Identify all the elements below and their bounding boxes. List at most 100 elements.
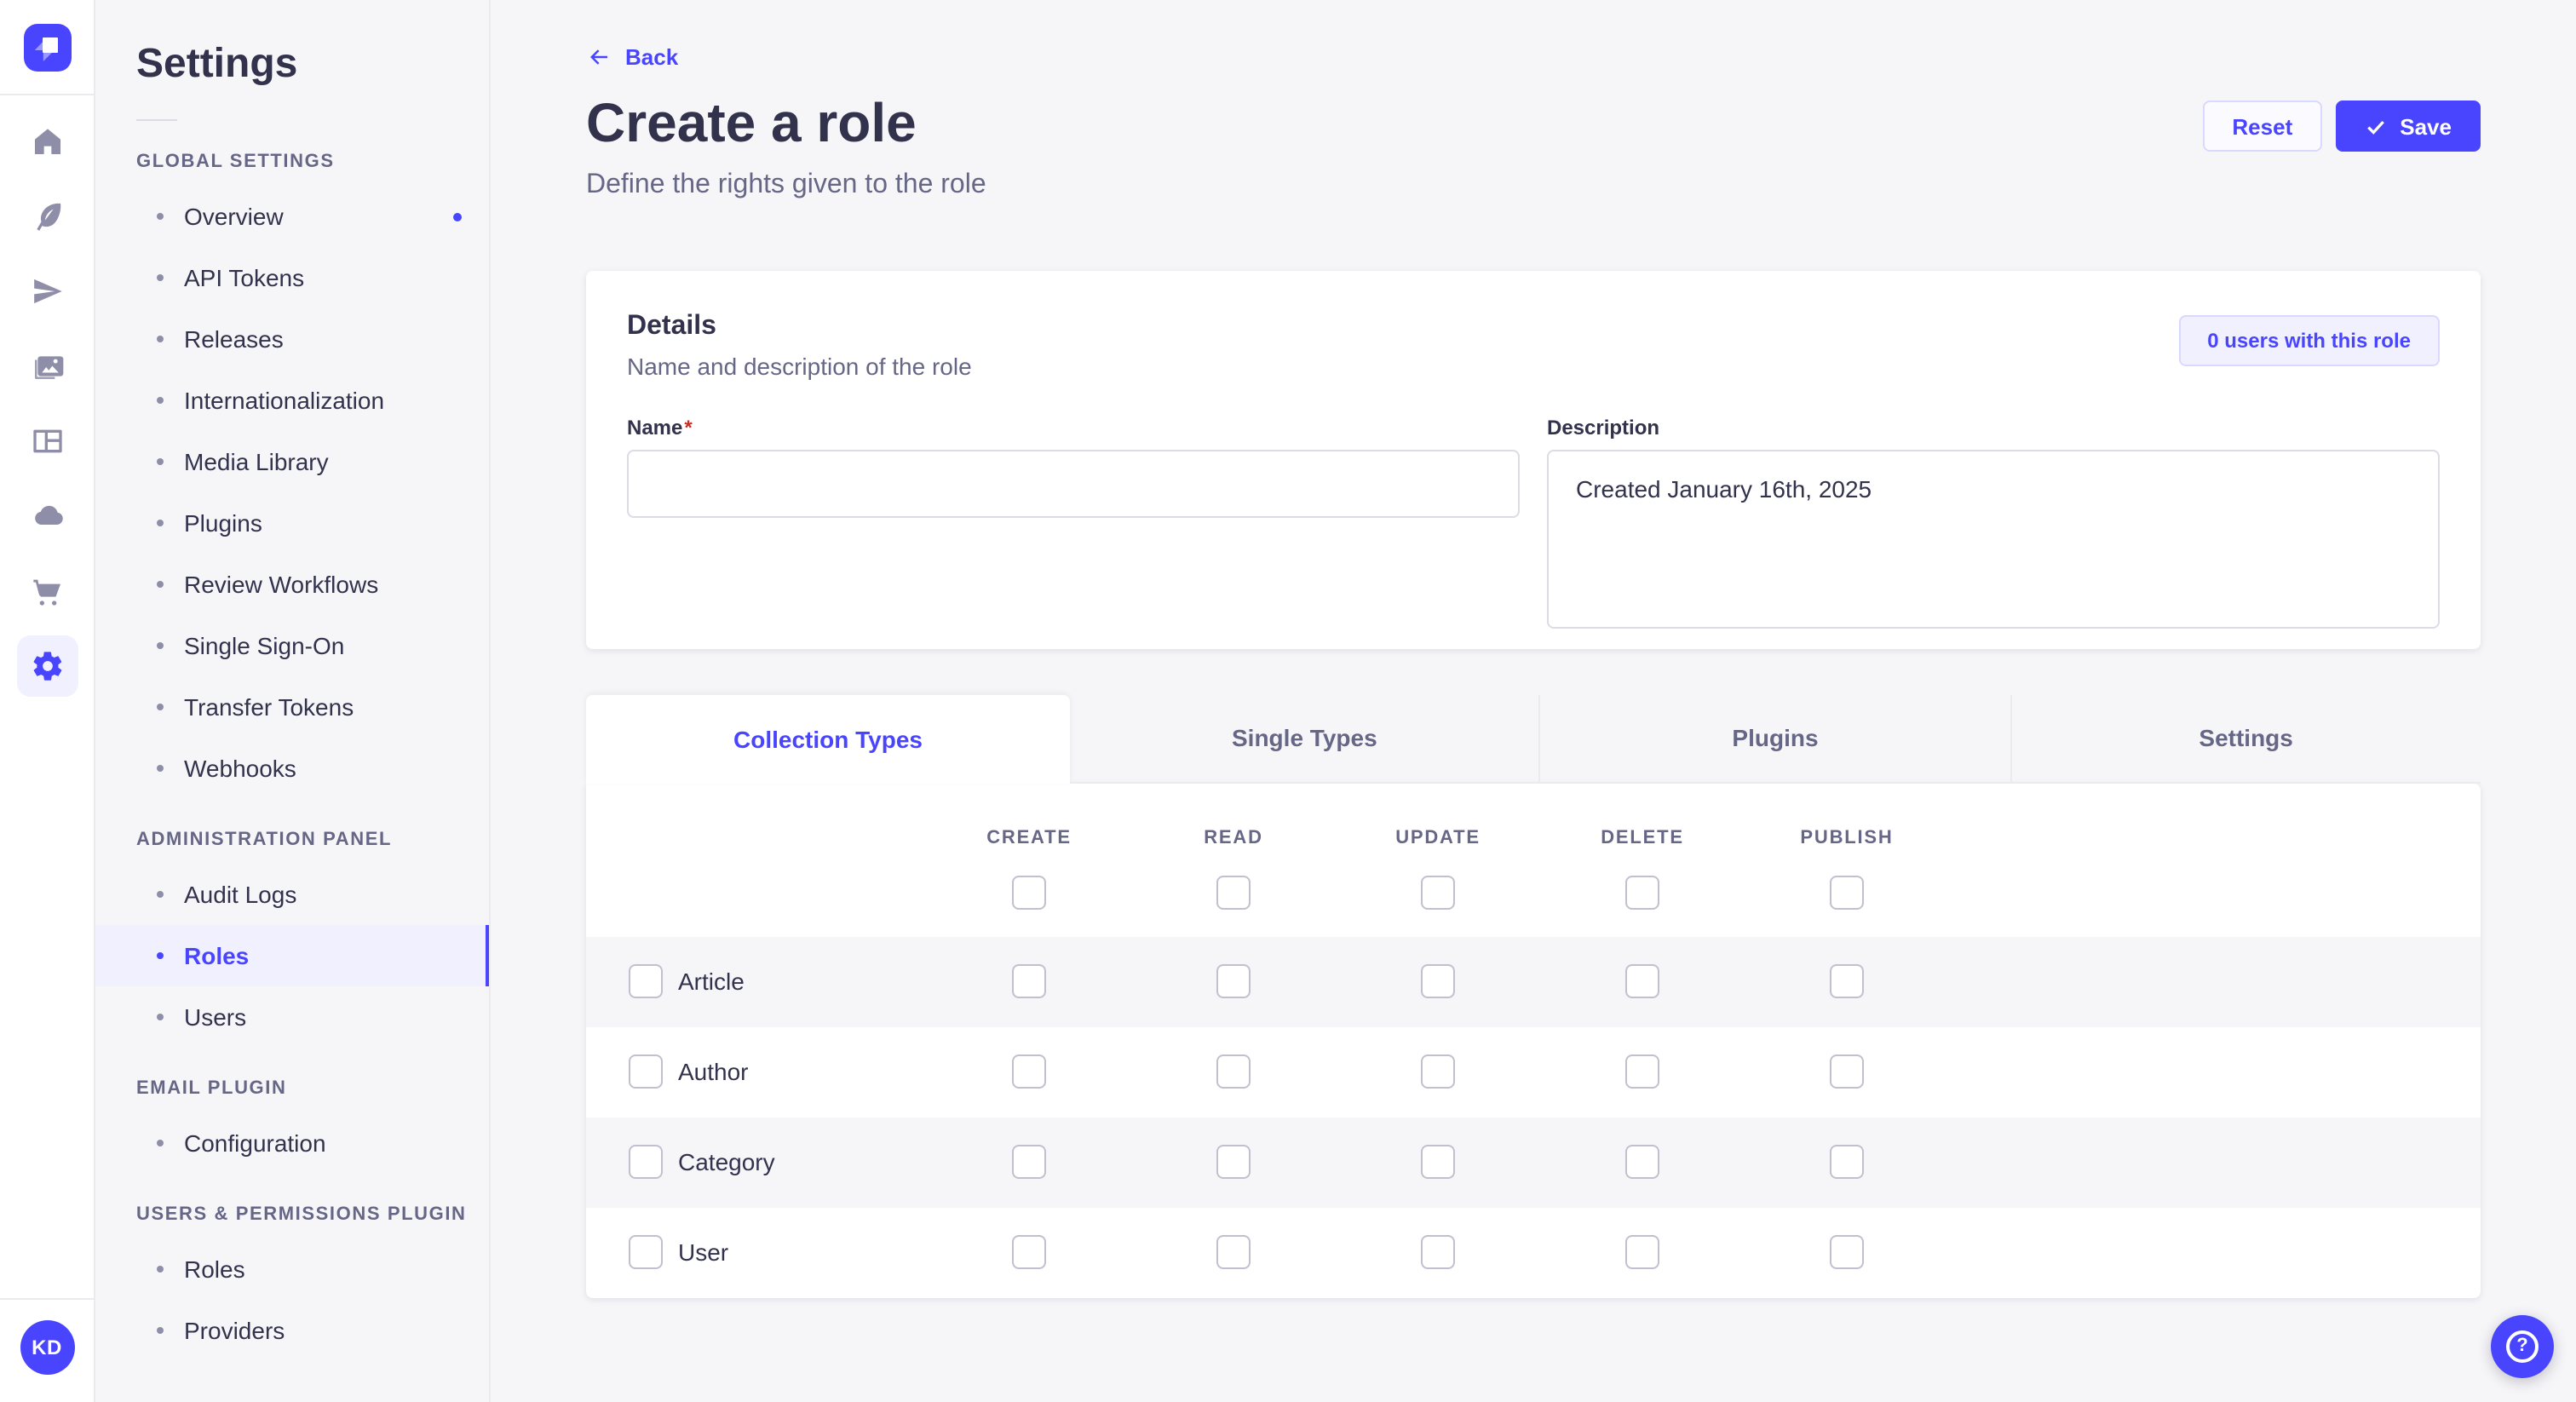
checkbox[interactable] (1830, 1144, 1864, 1179)
nav-section-label: ADMINISTRATION PANEL (136, 830, 393, 850)
select-all-read-checkbox[interactable] (1216, 875, 1251, 910)
send-icon[interactable] (16, 261, 78, 322)
nav-section-email-plugin: EMAIL PLUGIN Configuration (95, 1078, 489, 1174)
sidebar-item-label: Audit Logs (184, 881, 297, 908)
row-select-checkbox[interactable] (629, 963, 663, 998)
row-select-checkbox[interactable] (629, 1234, 663, 1269)
bullet-icon (157, 642, 164, 649)
bullet-icon (157, 274, 164, 281)
tab-collection-types[interactable]: Collection Types (586, 694, 1070, 784)
sidebar-item-configuration[interactable]: Configuration (95, 1112, 489, 1174)
bullet-icon (157, 520, 164, 526)
reset-button[interactable]: Reset (2203, 101, 2322, 152)
sidebar-item-api-tokens[interactable]: API Tokens (95, 247, 489, 308)
nav-section-label: USERS & PERMISSIONS PLUGIN (136, 1204, 467, 1225)
name-input[interactable] (627, 449, 1520, 518)
sidebar-item-label: Webhooks (184, 755, 296, 782)
column-header-create: CREATE (986, 827, 1072, 848)
row-select-checkbox[interactable] (629, 1054, 663, 1089)
subnav-title: Settings (136, 41, 298, 87)
nav-section-label: EMAIL PLUGIN (136, 1078, 287, 1099)
sidebar-item-media-library[interactable]: Media Library (95, 431, 489, 492)
sidebar-item-single-sign-on[interactable]: Single Sign-On (95, 615, 489, 676)
table-row-user: User (586, 1207, 2481, 1297)
save-button[interactable]: Save (2335, 101, 2481, 152)
checkbox[interactable] (1625, 963, 1659, 998)
checkbox[interactable] (1216, 1234, 1251, 1269)
permissions-table: CREATE READ UPDATE DELETE PUBLISH Articl… (586, 783, 2481, 1298)
checkbox[interactable] (1625, 1144, 1659, 1179)
sidebar-item-plugins[interactable]: Plugins (95, 492, 489, 554)
back-link[interactable]: Back (586, 44, 678, 70)
sidebar-item-roles-admin[interactable]: Roles (95, 925, 489, 986)
nav-section-label: GLOBAL SETTINGS (136, 152, 335, 172)
sidebar-item-label: Configuration (184, 1129, 326, 1157)
sidebar-item-releases[interactable]: Releases (95, 308, 489, 370)
checkbox[interactable] (1421, 963, 1455, 998)
tab-plugins[interactable]: Plugins (1538, 694, 2010, 784)
tab-single-types[interactable]: Single Types (1070, 694, 1539, 784)
checkbox[interactable] (1012, 963, 1046, 998)
sidebar-item-webhooks[interactable]: Webhooks (95, 738, 489, 799)
subnav-title-divider (136, 119, 177, 121)
settings-subnav: Settings GLOBAL SETTINGS Overview API To… (95, 0, 491, 1402)
checkbox[interactable] (1421, 1234, 1455, 1269)
layout-icon[interactable] (16, 411, 78, 472)
bullet-icon (157, 952, 164, 959)
settings-gear-icon[interactable] (16, 635, 78, 697)
row-label: Category (678, 1148, 775, 1176)
checkbox[interactable] (1012, 1234, 1046, 1269)
details-title: Details (627, 311, 716, 341)
feather-icon[interactable] (16, 186, 78, 247)
description-textarea[interactable]: Created January 16th, 2025 (1547, 449, 2440, 629)
checkbox[interactable] (1216, 1144, 1251, 1179)
user-avatar[interactable]: KD (20, 1320, 74, 1375)
sidebar-item-label: Media Library (184, 448, 329, 475)
help-button[interactable]: ? (2491, 1315, 2554, 1378)
select-all-publish-checkbox[interactable] (1830, 875, 1864, 910)
sidebar-item-users[interactable]: Users (95, 986, 489, 1048)
sidebar-item-transfer-tokens[interactable]: Transfer Tokens (95, 676, 489, 738)
bullet-icon (157, 1014, 164, 1020)
sidebar-item-label: Releases (184, 325, 284, 353)
cloud-icon[interactable] (16, 486, 78, 547)
checkbox[interactable] (1625, 1234, 1659, 1269)
checkbox[interactable] (1012, 1144, 1046, 1179)
select-all-delete-checkbox[interactable] (1625, 875, 1659, 910)
bullet-icon (157, 1266, 164, 1273)
checkbox[interactable] (1421, 1144, 1455, 1179)
select-all-update-checkbox[interactable] (1421, 875, 1455, 910)
column-header-update: UPDATE (1395, 827, 1481, 848)
strapi-logo[interactable] (23, 24, 71, 72)
page-subtitle: Define the rights given to the role (586, 170, 986, 199)
home-icon[interactable] (16, 111, 78, 172)
tab-settings[interactable]: Settings (2010, 694, 2481, 784)
checkbox[interactable] (1012, 1054, 1046, 1089)
sidebar-item-roles-up[interactable]: Roles (95, 1238, 489, 1300)
checkbox[interactable] (1216, 963, 1251, 998)
sidebar-item-label: Overview (184, 203, 284, 230)
checkbox[interactable] (1830, 963, 1864, 998)
details-subtitle: Name and description of the role (627, 352, 972, 380)
users-with-role-button[interactable]: 0 users with this role (2178, 314, 2440, 366)
sidebar-item-review-workflows[interactable]: Review Workflows (95, 554, 489, 615)
sidebar-item-providers[interactable]: Providers (95, 1300, 489, 1361)
checkbox[interactable] (1216, 1054, 1251, 1089)
checkbox[interactable] (1830, 1234, 1864, 1269)
nav-section-global-settings: GLOBAL SETTINGS Overview API Tokens Rele… (95, 152, 489, 799)
table-row-author: Author (586, 1026, 2481, 1117)
cart-icon[interactable] (16, 560, 78, 622)
checkbox[interactable] (1421, 1054, 1455, 1089)
sidebar-item-audit-logs[interactable]: Audit Logs (95, 864, 489, 925)
permissions-card: Collection Types Single Types Plugins Se… (586, 694, 2481, 1298)
checkbox[interactable] (1625, 1054, 1659, 1089)
sidebar-item-internationalization[interactable]: Internationalization (95, 370, 489, 431)
sidebar-item-overview[interactable]: Overview (95, 186, 489, 247)
select-all-create-checkbox[interactable] (1012, 875, 1046, 910)
checkbox[interactable] (1830, 1054, 1864, 1089)
row-select-checkbox[interactable] (629, 1144, 663, 1179)
back-label: Back (625, 44, 679, 70)
details-card: Details Name and description of the role… (586, 270, 2481, 649)
media-icon[interactable] (16, 336, 78, 397)
